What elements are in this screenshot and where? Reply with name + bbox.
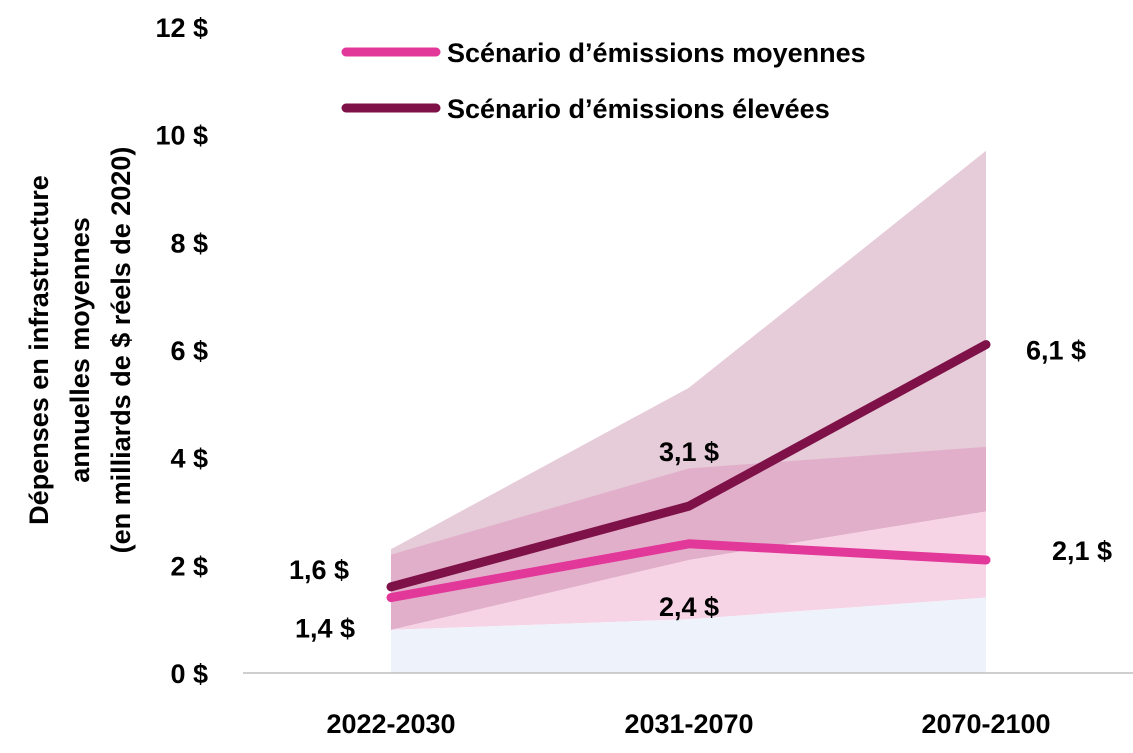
legend-label-moyennes: Scénario d’émissions moyennes (447, 38, 866, 68)
uncertainty-bands (391, 150, 986, 673)
legend-label-elevees: Scénario d’émissions élevées (447, 94, 830, 124)
band-0 (391, 150, 986, 630)
series-line-1 (386, 340, 991, 592)
band-3 (391, 597, 986, 673)
x-tick-label-0: 2022-2030 (326, 709, 455, 739)
y-axis-title-line-1: Dépenses en infrastructure (24, 175, 54, 525)
y-tick-label-5: 10 $ (155, 121, 208, 151)
y-axis-title-line-3: (en milliards de $ réels de 2020) (106, 147, 136, 554)
x-tick-label-2: 2070-2100 (921, 709, 1050, 739)
data-labels: 1,4 $ 2,4 $ 2,1 $ 1,6 $ 3,1 $ 6,1 $ (289, 336, 1112, 644)
y-axis-title-line-2: annuelles moyennes (65, 217, 95, 483)
y-tick-label-6: 12 $ (155, 13, 208, 43)
series-line-0 (386, 539, 991, 603)
band-1 (391, 446, 986, 630)
y-tick-label-1: 2 $ (170, 551, 208, 581)
data-label-s0-0: 1,4 $ (295, 614, 355, 644)
y-tick-label-0: 0 $ (170, 659, 208, 689)
data-label-s1-0: 1,6 $ (289, 555, 349, 585)
data-label-s1-2: 6,1 $ (1026, 336, 1086, 366)
data-label-s0-2: 2,1 $ (1052, 536, 1112, 566)
y-axis-title: Dépenses en infrastructure annuelles moy… (24, 147, 136, 554)
data-label-s0-1: 2,4 $ (659, 592, 719, 622)
y-tick-label-4: 8 $ (170, 228, 208, 258)
y-axis-ticks: 0 $ 2 $ 4 $ 6 $ 8 $ 10 $ 12 $ (155, 13, 208, 689)
y-tick-label-3: 6 $ (170, 336, 208, 366)
y-tick-label-2: 4 $ (170, 444, 208, 474)
band-2 (391, 511, 986, 630)
legend: Scénario d’émissions moyennes Scénario d… (341, 38, 866, 124)
x-axis-ticks: 2022-2030 2031-2070 2070-2100 (326, 709, 1050, 739)
x-tick-label-1: 2031-2070 (624, 709, 753, 739)
data-label-s1-1: 3,1 $ (659, 437, 719, 467)
series-lines (386, 340, 991, 603)
